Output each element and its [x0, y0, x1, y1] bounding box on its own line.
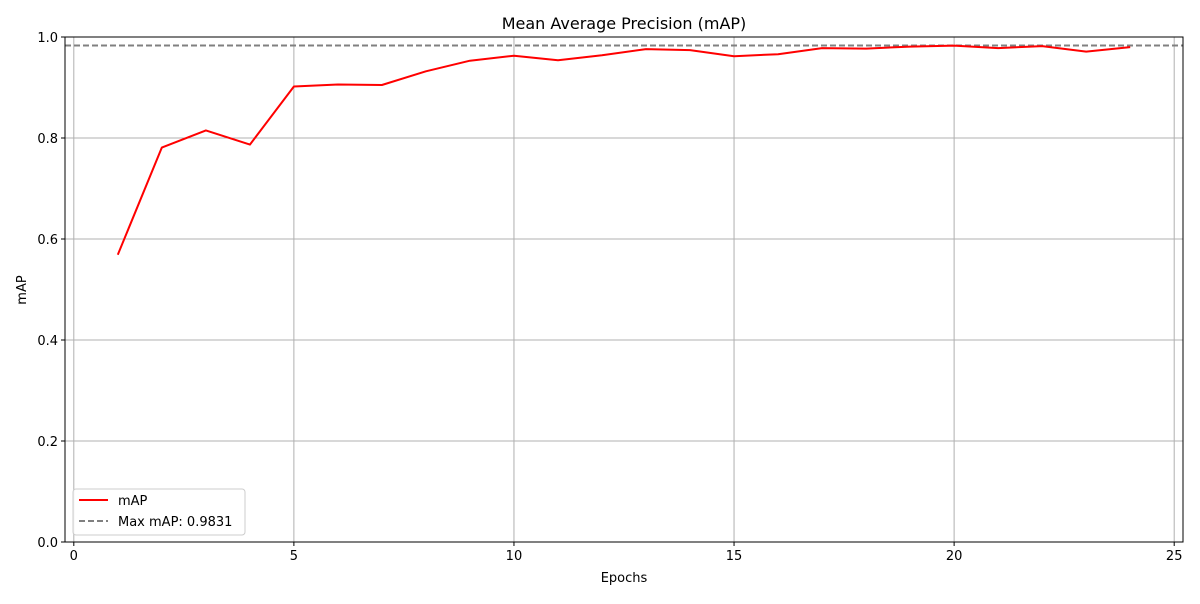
- y-tick-label: 0.2: [37, 435, 58, 450]
- y-tick-label: 1.0: [37, 31, 58, 46]
- legend-label-max-map: Max mAP: 0.9831: [118, 515, 232, 530]
- x-tick-label: 5: [290, 549, 298, 564]
- x-tick-label: 20: [946, 549, 963, 564]
- series-line-map: [116, 44, 1131, 256]
- legend-box: [72, 488, 246, 536]
- legend: mAP Max mAP: 0.9831: [72, 488, 246, 536]
- x-axis-label: Epochs: [601, 571, 648, 586]
- x-tick-label: 10: [506, 549, 523, 564]
- series-layer: [116, 44, 1131, 256]
- chart-title: Mean Average Precision (mAP): [502, 14, 747, 33]
- x-tick-label: 25: [1166, 549, 1183, 564]
- y-axis-ticks: 0.0 0.2 0.4 0.6 0.8 1.0: [37, 31, 65, 551]
- x-tick-label: 15: [726, 549, 743, 564]
- y-tick-label: 0.6: [37, 233, 58, 248]
- x-tick-label: 0: [70, 549, 78, 564]
- y-tick-label: 0.8: [37, 132, 58, 147]
- x-axis-ticks: 0 5 10 15 20 25: [70, 542, 1183, 564]
- y-axis-label: mAP: [15, 275, 30, 305]
- plot-frame: [64, 36, 1184, 543]
- y-tick-label: 0.0: [37, 536, 58, 551]
- legend-label-map: mAP: [118, 494, 148, 509]
- y-tick-label: 0.4: [37, 334, 58, 349]
